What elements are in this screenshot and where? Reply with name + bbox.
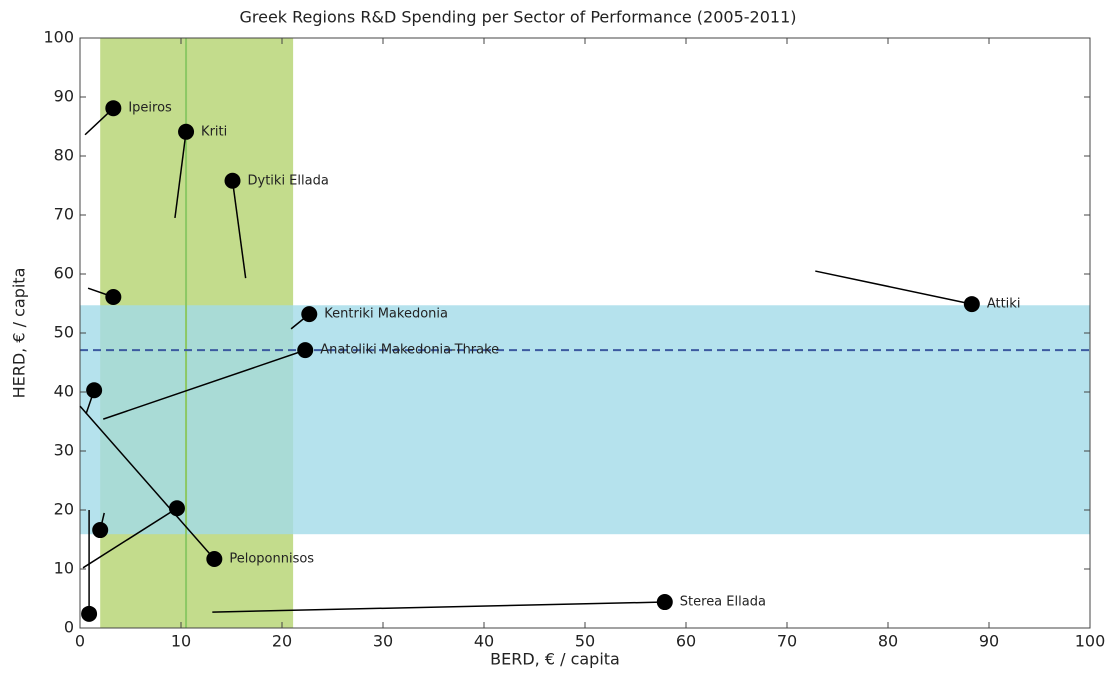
y-tick-label: 70 <box>54 205 74 224</box>
trail <box>102 349 306 420</box>
y-tick-label: 30 <box>54 441 74 460</box>
trail <box>231 180 247 279</box>
y-tick-label: 40 <box>54 382 74 401</box>
x-tick-label: 30 <box>373 632 393 651</box>
point <box>86 382 103 399</box>
x-axis-label: BERD, € / capita <box>490 650 620 669</box>
y-tick-label: 60 <box>54 264 74 283</box>
x-tick-label: 90 <box>979 632 999 651</box>
y-tick-label: 80 <box>54 146 74 165</box>
point <box>105 289 122 306</box>
point-label: Dytiki Ellada <box>248 173 329 188</box>
trail <box>174 131 187 219</box>
point-label: Sterea Ellada <box>680 595 766 610</box>
x-tick-label: 60 <box>676 632 696 651</box>
trail <box>815 270 972 305</box>
y-tick-label: 10 <box>54 559 74 578</box>
point <box>656 594 673 611</box>
x-tick-label: 80 <box>878 632 898 651</box>
point <box>224 172 241 189</box>
point <box>297 342 314 359</box>
point <box>92 522 109 539</box>
point-label: Anatoliki Makedonia-Thrake <box>320 343 499 358</box>
point <box>963 296 980 313</box>
x-tick-label: 40 <box>474 632 494 651</box>
y-tick-label: 100 <box>43 28 74 47</box>
y-tick-label: 90 <box>54 87 74 106</box>
point <box>206 550 223 567</box>
x-tick-label: 100 <box>1075 632 1106 651</box>
point <box>81 605 98 622</box>
x-tick-label: 50 <box>575 632 595 651</box>
x-tick-label: 0 <box>75 632 85 651</box>
trail <box>212 601 665 613</box>
chart-title: Greek Regions R&D Spending per Sector of… <box>239 8 796 27</box>
point-label: Kentriki Makedonia <box>324 307 448 322</box>
point-label: Kriti <box>201 124 227 139</box>
point-label: Attiki <box>987 297 1021 312</box>
y-tick-label: 20 <box>54 500 74 519</box>
point <box>168 500 185 517</box>
point-label: Peloponnisos <box>229 551 314 566</box>
x-tick-label: 20 <box>272 632 292 651</box>
x-tick-label: 10 <box>171 632 191 651</box>
y-tick-label: 50 <box>54 323 74 342</box>
y-band <box>80 305 1090 535</box>
point <box>301 306 318 323</box>
y-tick-label: 0 <box>64 618 74 637</box>
point <box>105 100 122 117</box>
point <box>178 123 195 140</box>
x-tick-label: 70 <box>777 632 797 651</box>
trail <box>82 507 178 569</box>
y-axis-label: HERD, € / capita <box>10 268 29 399</box>
point-label: Ipeiros <box>128 101 172 116</box>
trail <box>79 405 215 560</box>
